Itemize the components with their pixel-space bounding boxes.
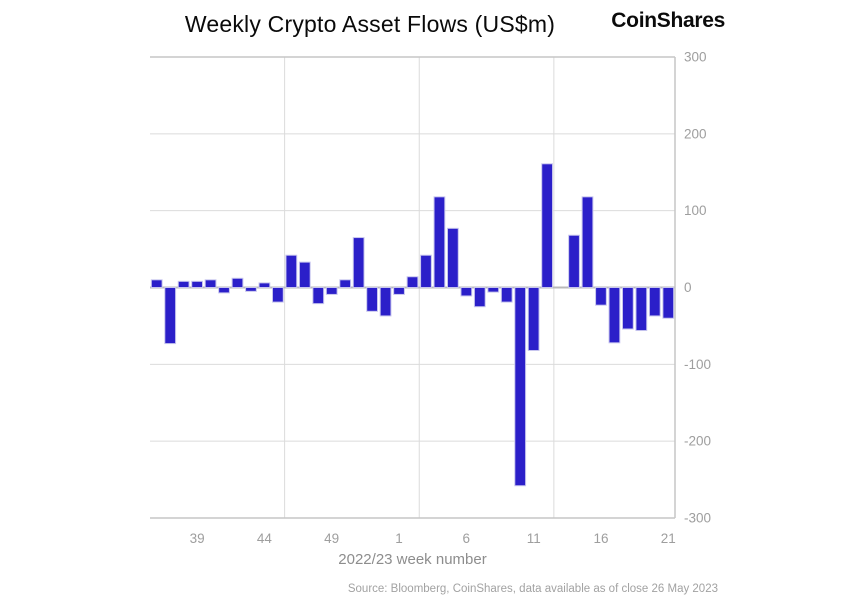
bar-week-5 bbox=[447, 227, 459, 288]
bar-week-8 bbox=[487, 287, 500, 293]
coinshares-logo: CoinShares bbox=[611, 9, 725, 32]
bar-week-18 bbox=[622, 287, 634, 330]
bar-week-17 bbox=[608, 287, 621, 344]
y-tick-label: 100 bbox=[684, 203, 707, 218]
y-tick-label: 300 bbox=[684, 50, 707, 65]
x-tick-label: 16 bbox=[593, 531, 608, 546]
x-tick-label: 11 bbox=[527, 531, 541, 546]
bar-week-53 bbox=[379, 287, 392, 317]
bar-week-6 bbox=[460, 287, 473, 297]
bar-week-9 bbox=[500, 287, 513, 303]
bar-week-14 bbox=[568, 234, 580, 288]
bar-week-12 bbox=[541, 163, 553, 288]
x-tick-label: 39 bbox=[190, 531, 205, 546]
bar-week-40 bbox=[204, 279, 217, 289]
y-tick-label: 0 bbox=[684, 280, 692, 295]
bar-week-37 bbox=[164, 287, 177, 345]
bar-week-10 bbox=[514, 287, 527, 487]
bar-week-3 bbox=[420, 254, 432, 288]
x-axis-title: 2022/23 week number bbox=[338, 551, 487, 568]
bar-week-19 bbox=[635, 287, 648, 332]
y-tick-label: -100 bbox=[684, 357, 711, 372]
y-tick-label: 200 bbox=[684, 126, 707, 141]
bar-week-51 bbox=[352, 237, 365, 288]
x-tick-label: 49 bbox=[324, 531, 339, 546]
bar-week-45 bbox=[272, 287, 284, 303]
bar-week-7 bbox=[473, 287, 486, 308]
bar-week-50 bbox=[339, 279, 352, 289]
bar-week-1 bbox=[393, 287, 405, 295]
bar-week-47 bbox=[298, 261, 311, 289]
bar-week-43 bbox=[245, 287, 257, 292]
bar-week-4 bbox=[433, 196, 446, 288]
x-tick-label: 1 bbox=[395, 531, 403, 546]
bar-week-41 bbox=[218, 287, 230, 294]
bar-week-42 bbox=[231, 277, 244, 288]
bar-week-11 bbox=[527, 287, 540, 351]
bar-week-2 bbox=[406, 276, 419, 288]
bar-week-46 bbox=[285, 254, 298, 288]
y-tick-label: -200 bbox=[684, 434, 711, 449]
bar-week-21 bbox=[662, 287, 675, 319]
bar-week-44 bbox=[258, 282, 271, 289]
bar-week-20 bbox=[648, 287, 661, 317]
bar-week-49 bbox=[325, 287, 338, 295]
bar-week-52 bbox=[366, 287, 379, 312]
bar-week-38 bbox=[177, 280, 190, 289]
y-tick-label: -300 bbox=[684, 511, 711, 526]
bar-week-48 bbox=[312, 287, 325, 305]
bar-week-15 bbox=[581, 196, 594, 288]
source-note: Source: Bloomberg, CoinShares, data avai… bbox=[347, 583, 718, 595]
bar-week-36 bbox=[150, 279, 163, 289]
chart-title: Weekly Crypto Asset Flows (US$m) bbox=[184, 11, 556, 37]
x-tick-label: 6 bbox=[463, 531, 471, 546]
bar-week-39 bbox=[191, 280, 203, 289]
x-tick-label: 21 bbox=[661, 531, 676, 546]
x-tick-label: 44 bbox=[257, 531, 273, 546]
bar-week-16 bbox=[595, 287, 607, 306]
